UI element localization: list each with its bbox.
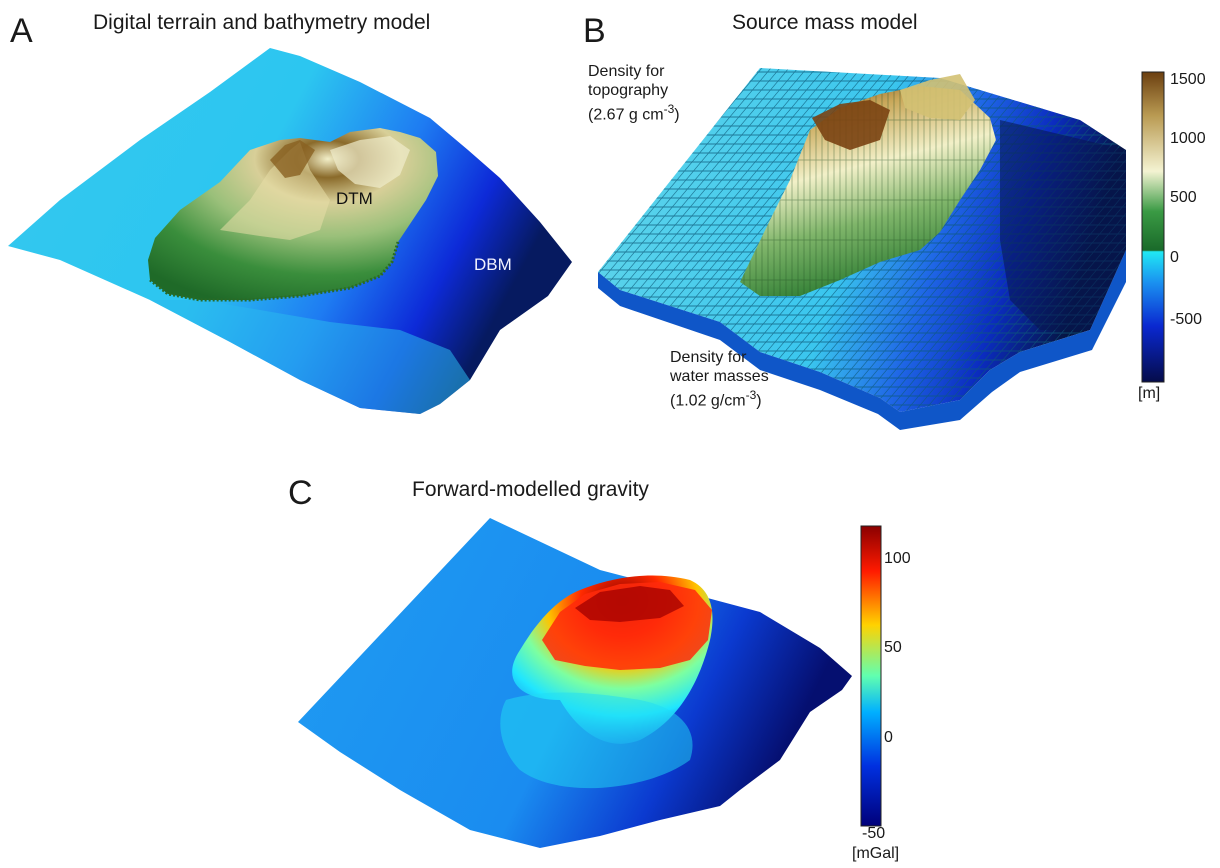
cbar-c-tick-0: 0 [884,729,893,746]
panel-b-prism-model [598,68,1126,430]
topo-note-line3: (2.67 g cm-3) [588,102,680,124]
panel-b-letter: B [583,12,606,50]
cbar-c-tick-50: 50 [884,639,902,656]
cbar-b-tick-500: 500 [1170,189,1197,206]
cbar-c-unit: [mGal] [852,845,900,862]
cbar-b-tick-neg500: -500 [1170,311,1203,328]
topography-density-note: Density for topography (2.67 g cm-3) [588,62,680,124]
dbm-label: DBM [474,255,512,274]
topo-note-line1: Density for [588,63,665,80]
cbar-b-tick-1500: 1500 [1170,71,1206,88]
cbar-b-tick-0: 0 [1170,249,1179,266]
cbar-c-tick-100: 100 [884,550,911,567]
cbar-b-tick-1000: 1000 [1170,130,1206,147]
water-note-line1: Density for [670,349,747,366]
panel-a-letter: A [10,12,33,50]
water-note-line3: (1.02 g/cm-3) [670,388,762,410]
water-density-note: Density for water masses (1.02 g/cm-3) [670,348,769,410]
panel-b-colorbar [1141,71,1165,383]
panel-c-colorbar [860,525,882,827]
dtm-label: DTM [336,189,373,208]
panel-c-title: Forward-modelled gravity [412,478,649,501]
topo-note-line2: topography [588,82,669,99]
panel-c-letter: C [288,474,313,512]
panel-b-title: Source mass model [732,11,918,34]
panel-a-title: Digital terrain and bathymetry model [93,11,431,34]
cbar-c-tick-neg50: -50 [862,825,886,842]
cbar-b-unit: [m] [1138,385,1161,402]
water-note-line2: water masses [670,368,769,385]
panel-a-terrain-surface [8,48,572,414]
panel-c-gravity-surface [298,518,852,848]
